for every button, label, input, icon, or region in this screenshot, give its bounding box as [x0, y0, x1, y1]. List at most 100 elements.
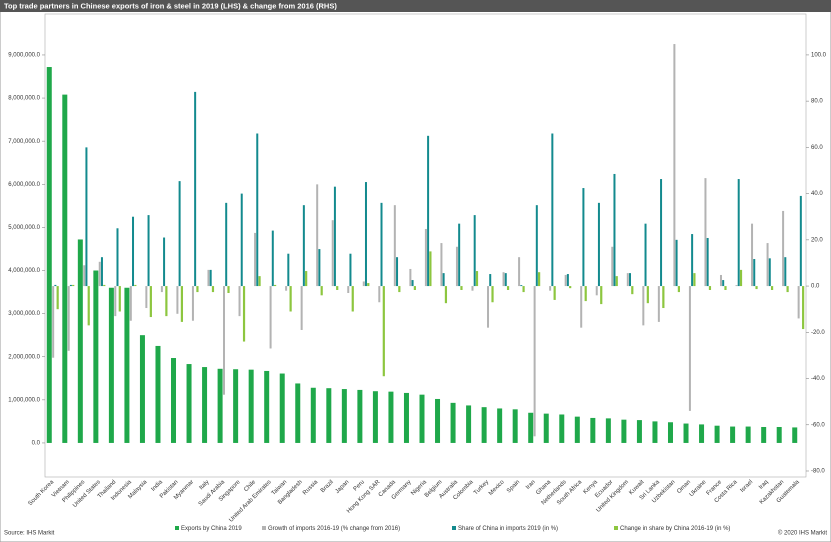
bar	[675, 239, 678, 287]
bar	[336, 286, 339, 290]
bar	[129, 286, 132, 321]
bar	[427, 135, 430, 287]
chart-title: Top trade partners in Chinese exports of…	[4, 1, 337, 10]
bar	[487, 286, 490, 328]
bar	[403, 392, 409, 443]
y-tick-label: 1,000,000.0	[8, 397, 40, 403]
bar	[460, 286, 463, 290]
bar	[440, 243, 443, 287]
bar	[264, 370, 270, 443]
bar	[522, 286, 525, 293]
x-tick-label: Iraq	[758, 479, 770, 491]
bar	[652, 421, 658, 443]
bar	[636, 420, 642, 443]
bar	[227, 286, 230, 294]
bar	[118, 286, 121, 312]
bar	[77, 239, 83, 443]
bar	[504, 273, 507, 287]
bar	[69, 284, 72, 287]
bar	[108, 287, 114, 443]
bar	[139, 335, 145, 443]
y2-tick-label: 40.0	[811, 191, 823, 197]
bar	[745, 426, 751, 443]
bar	[155, 345, 161, 443]
y-tick-label: 3,000,000.0	[8, 311, 40, 317]
bar	[85, 147, 88, 287]
legend-swatch	[262, 526, 266, 530]
legend-label: Exports by China 2019	[181, 526, 242, 532]
bar	[279, 373, 285, 443]
y-tick-label: 6,000,000.0	[8, 182, 40, 188]
bar	[699, 424, 705, 443]
bar	[223, 286, 226, 395]
bar	[149, 286, 152, 318]
bar	[502, 272, 505, 287]
bar	[549, 286, 552, 291]
bar	[595, 286, 598, 296]
bar	[551, 133, 554, 287]
bar	[646, 286, 649, 304]
bar	[233, 369, 239, 443]
bar	[248, 369, 254, 443]
bar	[535, 205, 538, 287]
bar	[797, 286, 800, 319]
x-tick-label: Iran	[525, 479, 537, 491]
bar	[271, 230, 274, 287]
bar	[424, 228, 427, 287]
bar	[98, 261, 101, 287]
bar	[429, 251, 432, 287]
bar	[574, 416, 580, 443]
bar	[347, 286, 350, 294]
legend-swatch	[614, 526, 618, 530]
bar	[62, 94, 68, 443]
bar	[724, 286, 727, 290]
y-tick-label: 7,000,000.0	[8, 139, 40, 145]
bar	[238, 286, 241, 317]
y-tick-label: 0.0	[32, 441, 41, 447]
bar	[667, 422, 673, 443]
bar	[626, 273, 629, 287]
bar	[792, 427, 798, 443]
bar	[300, 286, 303, 330]
y2-tick-label: -60.0	[811, 422, 825, 428]
bar	[393, 205, 396, 287]
bar	[730, 426, 736, 443]
bar	[178, 181, 181, 287]
bar	[706, 237, 709, 287]
bar	[225, 202, 228, 287]
y2-tick-label: 20.0	[811, 237, 823, 243]
bar	[518, 257, 521, 287]
bar	[766, 243, 769, 287]
bar	[435, 398, 441, 443]
y-tick-label: 5,000,000.0	[8, 225, 40, 231]
bar	[67, 286, 70, 351]
bar	[755, 286, 758, 290]
bar	[372, 391, 378, 443]
bar	[388, 391, 394, 443]
bar	[87, 286, 90, 326]
bar	[382, 286, 385, 377]
bar	[254, 232, 257, 287]
bar	[770, 286, 774, 290]
bar	[316, 184, 319, 287]
bar	[506, 286, 510, 290]
bar	[242, 286, 246, 342]
bar	[660, 179, 663, 287]
bar	[528, 412, 534, 443]
bar	[751, 223, 754, 287]
bar	[378, 286, 381, 303]
bar	[613, 173, 616, 287]
bar	[693, 273, 696, 287]
bar	[380, 202, 383, 287]
bar	[722, 280, 725, 287]
bar	[258, 276, 261, 287]
bar	[72, 284, 75, 287]
bar	[662, 286, 665, 309]
bar	[287, 253, 290, 287]
bar	[471, 286, 474, 291]
bar	[349, 253, 352, 287]
bar	[444, 286, 448, 304]
y-tick-label: 2,000,000.0	[8, 354, 40, 360]
bar	[364, 182, 367, 287]
bar	[114, 286, 117, 317]
